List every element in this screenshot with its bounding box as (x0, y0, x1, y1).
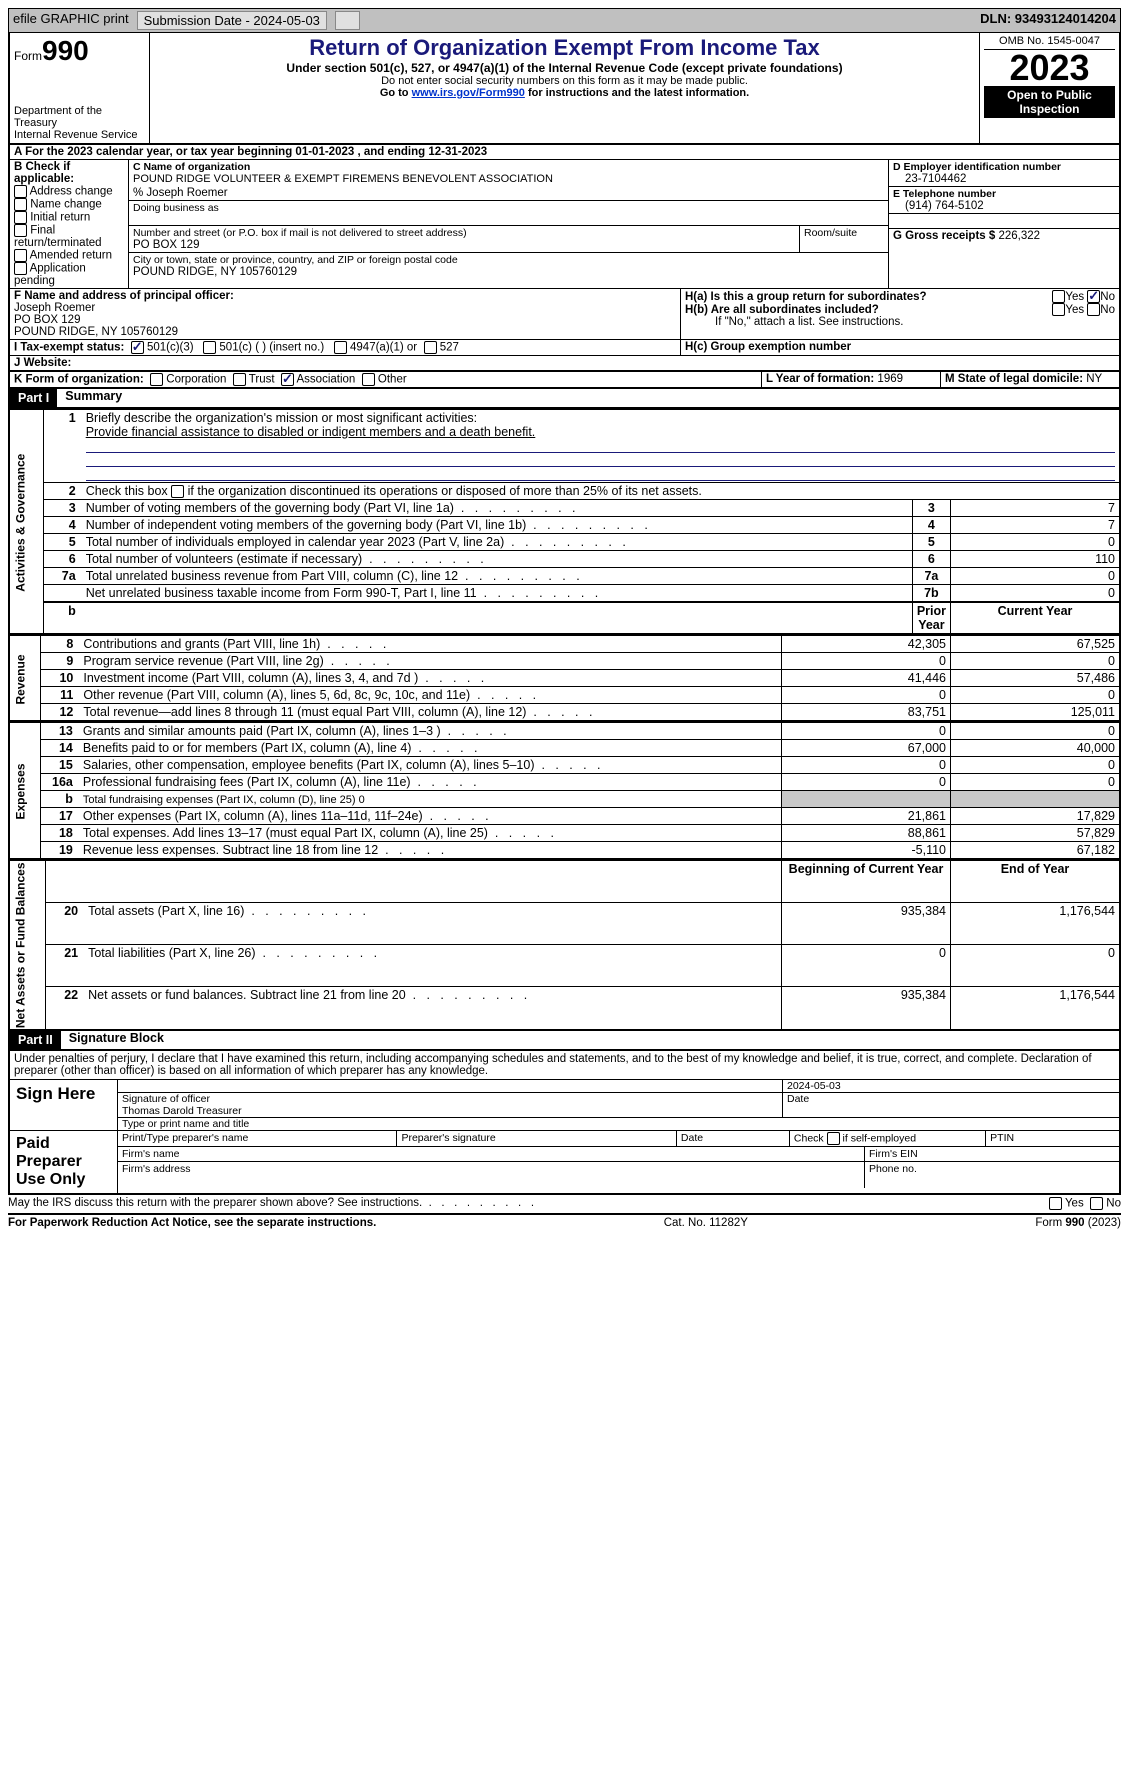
revenue-table: Revenue8Contributions and grants (Part V… (8, 635, 1121, 722)
sign-date: 2024-05-03 (782, 1080, 1119, 1093)
tax-year: 2023 (984, 50, 1115, 86)
efile-label: efile GRAPHIC print (13, 11, 129, 30)
section-i: I Tax-exempt status: 501(c)(3) 501(c) ( … (10, 340, 681, 355)
part-i-title: Summary (57, 389, 122, 407)
state-domicile: NY (1086, 373, 1102, 385)
org-name: POUND RIDGE VOLUNTEER & EXEMPT FIREMENS … (133, 173, 884, 185)
telephone: (914) 764-5102 (893, 200, 1115, 212)
part-i-header: Part I (10, 389, 57, 407)
care-of: % Joseph Roemer (133, 187, 884, 199)
section-h: H(a) Is this a group return for subordin… (681, 289, 1119, 339)
sign-here-label: Sign Here (10, 1080, 118, 1130)
irs-link[interactable]: www.irs.gov/Form990 (412, 87, 525, 99)
form-number: 990 (42, 35, 89, 66)
section-k: K Form of organization: Corporation Trus… (10, 372, 762, 387)
governance-label: Activities & Governance (9, 410, 43, 635)
form-note1: Do not enter social security numbers on … (154, 75, 975, 87)
blank-btn (335, 11, 360, 30)
year-formation: 1969 (877, 373, 903, 385)
cat-no: Cat. No. 11282Y (664, 1217, 748, 1229)
association-check[interactable] (281, 373, 294, 386)
city-state-zip: POUND RIDGE, NY 105760129 (133, 266, 884, 278)
section-j: J Website: (10, 356, 1119, 370)
paperwork-notice: For Paperwork Reduction Act Notice, see … (8, 1217, 376, 1229)
form-header: Form990 Department of the Treasury Inter… (8, 33, 1121, 145)
discuss-preparer: May the IRS discuss this return with the… (8, 1197, 422, 1209)
netassets-table: Net Assets or Fund BalancesBeginning of … (8, 860, 1121, 1031)
form-title: Return of Organization Exempt From Incom… (154, 35, 975, 61)
perjury-statement: Under penalties of perjury, I declare th… (10, 1051, 1119, 1079)
section-a: A For the 2023 calendar year, or tax yea… (10, 145, 1119, 160)
form-label: Form (14, 49, 42, 63)
dln-label: DLN: 93493124014204 (980, 11, 1116, 30)
expenses-table: Expenses13Grants and similar amounts pai… (8, 722, 1121, 860)
form-note2: Go to www.irs.gov/Form990 for instructio… (154, 87, 975, 99)
section-b: B Check if applicable: Address change Na… (10, 160, 129, 288)
right-id-col: D Employer identification number 23-7104… (889, 160, 1119, 288)
dept-irs: Internal Revenue Service (14, 129, 145, 141)
part-ii-title: Signature Block (61, 1031, 164, 1049)
identity-block: A For the 2023 calendar year, or tax yea… (8, 145, 1121, 389)
ein: 23-7104462 (893, 173, 1115, 185)
form-footer: Form 990 (2023) (1035, 1217, 1121, 1229)
gross-receipts: 226,322 (998, 230, 1040, 242)
street: PO BOX 129 (133, 239, 795, 251)
paid-preparer-label: Paid Preparer Use Only (10, 1131, 118, 1193)
summary-table: Activities & Governance 1 Briefly descri… (8, 409, 1121, 635)
efile-topbar: efile GRAPHIC print Submission Date - 20… (8, 8, 1121, 33)
part-ii-header: Part II (10, 1031, 61, 1049)
open-public: Open to Public Inspection (984, 86, 1115, 118)
submission-date: Submission Date - 2024-05-03 (137, 11, 327, 30)
signature-block: Under penalties of perjury, I declare th… (8, 1051, 1121, 1195)
dept-treasury: Department of the Treasury (14, 105, 145, 129)
mission: Provide financial assistance to disabled… (86, 425, 536, 439)
form-subtitle: Under section 501(c), 527, or 4947(a)(1)… (154, 61, 975, 75)
section-c: C Name of organization POUND RIDGE VOLUN… (129, 160, 889, 288)
group-return-no[interactable] (1087, 290, 1100, 303)
501c3-check[interactable] (131, 341, 144, 354)
officer-name: Thomas Darold Treasurer (122, 1105, 242, 1117)
section-f: F Name and address of principal officer:… (10, 289, 681, 339)
